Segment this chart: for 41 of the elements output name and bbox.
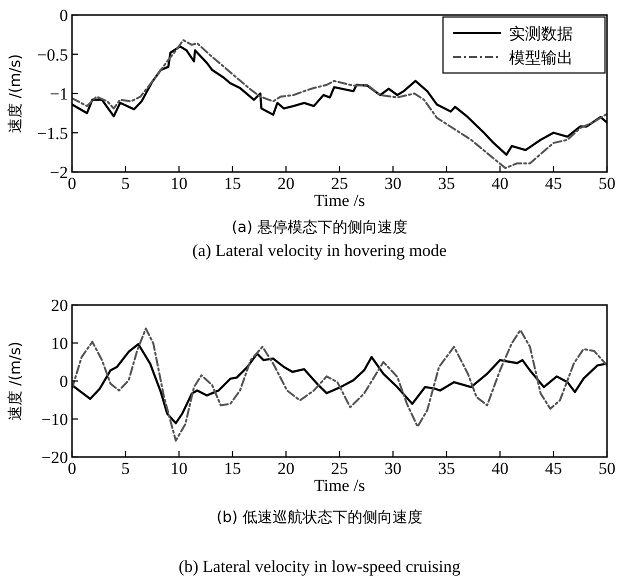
x-tick-label: 5 — [121, 459, 130, 478]
y-tick-label: 0 — [60, 6, 68, 25]
x-tick-label: 35 — [438, 174, 455, 193]
y-tick-label: −10 — [41, 410, 68, 429]
x-tick-label: 25 — [331, 174, 348, 193]
legend-label: 实测数据 — [509, 24, 573, 43]
y-tick-label: −0.5 — [37, 45, 68, 64]
text: (b) 低速巡航状态下的侧向速度 — [216, 508, 422, 526]
x-tick-label: 30 — [384, 174, 402, 193]
text: (a) 悬停模态下的侧向速度 — [232, 218, 408, 236]
text: (b) Lateral velocity in low-speed cruising — [178, 557, 461, 576]
text: (a) Lateral velocity in hovering mode — [192, 241, 447, 260]
y-tick-label: −1 — [50, 84, 68, 104]
x-tick-label: 50 — [598, 459, 616, 478]
x-tick-label: 25 — [331, 459, 348, 478]
x-tick-label: 10 — [170, 459, 188, 478]
x-tick-label: 5 — [121, 174, 130, 193]
legend-label: 模型输出 — [509, 48, 573, 67]
y-axis-title: 速度 /(m/s) — [6, 54, 24, 134]
line-series — [72, 328, 607, 442]
x-tick-label: 40 — [492, 174, 508, 193]
y-tick-label: 20 — [51, 296, 68, 315]
y-tick-label: −1.5 — [37, 124, 68, 143]
x-tick-label: 45 — [545, 459, 562, 478]
x-tick-label: 20 — [278, 174, 294, 193]
x-tick-label: 20 — [278, 459, 294, 478]
x-tick-label: 15 — [224, 459, 241, 478]
y-tick-label: −2 — [50, 163, 68, 182]
y-axis-title: 速度 /(m/s) — [6, 341, 24, 421]
x-tick-label: 15 — [224, 174, 241, 193]
x-axis-title: Time /s — [314, 191, 365, 210]
x-tick-label: 50 — [598, 174, 616, 193]
x-axis-title: Time /s — [314, 476, 365, 495]
y-tick-label: −20 — [41, 448, 68, 467]
x-tick-label: 40 — [492, 459, 508, 478]
x-tick-label: 35 — [438, 459, 455, 478]
x-tick-label: 30 — [384, 459, 402, 478]
y-tick-label: 0 — [60, 372, 68, 391]
y-tick-label: 10 — [51, 334, 68, 353]
x-tick-label: 10 — [170, 174, 188, 193]
x-tick-label: 45 — [545, 174, 562, 193]
